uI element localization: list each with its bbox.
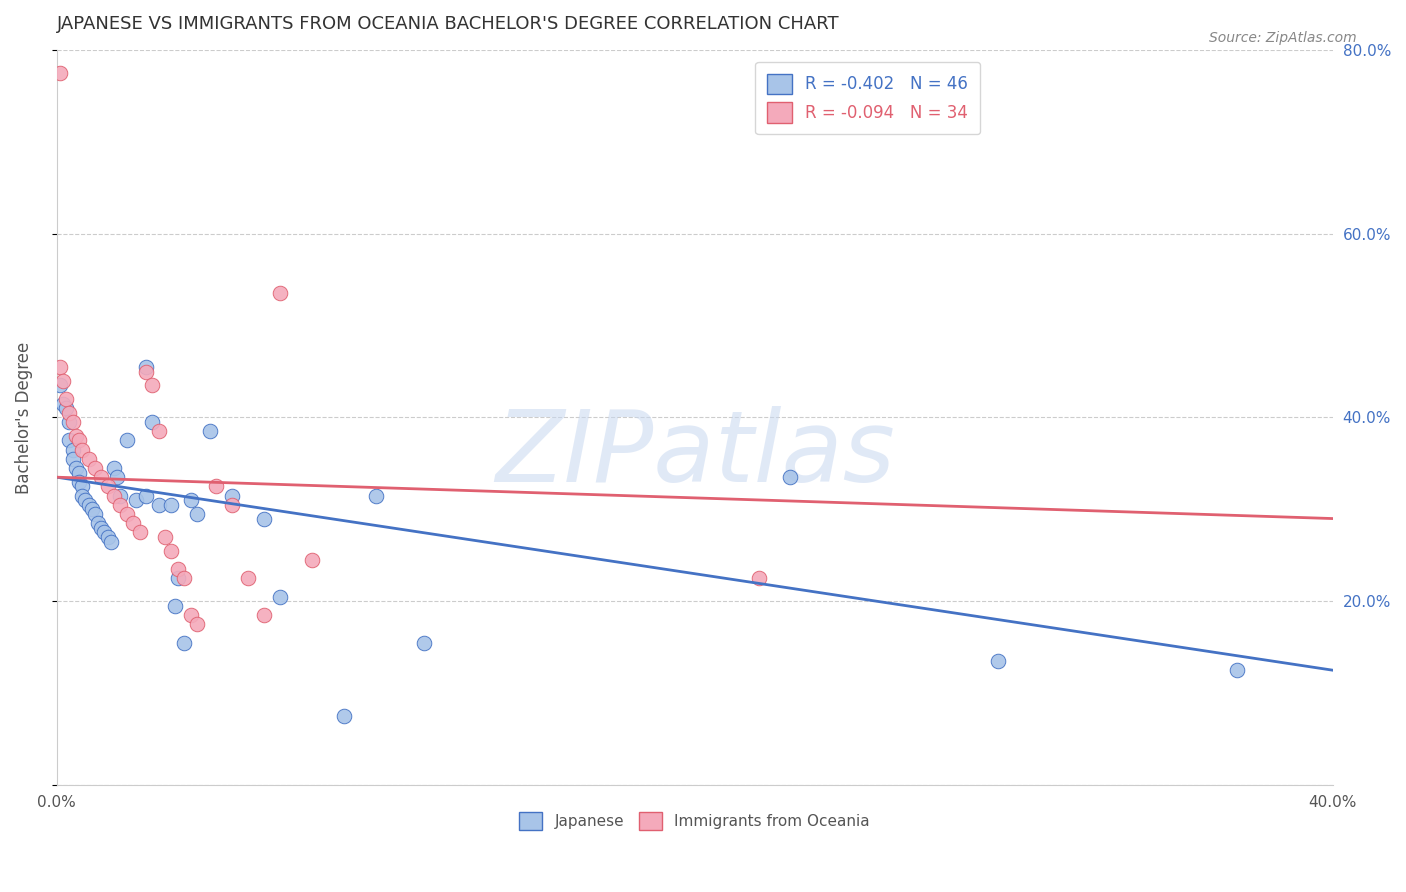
Point [70,479,93,493]
Point [198,424,221,438]
Point [49,66,72,80]
Point [100,534,122,549]
Point [364,489,387,503]
Point [103,489,125,503]
Point [77,451,100,466]
Point [62,442,84,457]
Point [205,479,228,493]
Text: ZIPatlas: ZIPatlas [495,406,894,503]
Point [75,493,97,508]
Point [166,571,188,585]
Point [779,470,801,484]
Point [163,599,186,613]
Point [55,392,77,406]
Point [62,415,84,429]
Point [173,635,195,649]
Point [332,709,354,723]
Point [52,397,75,411]
Y-axis label: Bachelor's Degree: Bachelor's Degree [15,342,32,493]
Point [253,608,276,623]
Point [83,507,105,521]
Point [236,571,259,585]
Point [153,530,176,544]
Point [221,498,243,512]
Point [173,571,195,585]
Point [83,461,105,475]
Legend: Japanese, Immigrants from Oceania: Japanese, Immigrants from Oceania [513,805,876,837]
Point [70,442,93,457]
Point [58,434,80,448]
Point [80,502,103,516]
Point [115,434,138,448]
Point [65,461,87,475]
Point [105,470,128,484]
Point [110,489,132,503]
Point [122,516,145,530]
Point [412,635,434,649]
Point [180,493,202,508]
Point [58,415,80,429]
Point [269,590,291,604]
Point [135,489,157,503]
Point [141,378,163,392]
Point [87,516,110,530]
Point [65,429,87,443]
Point [58,406,80,420]
Point [148,424,170,438]
Point [747,571,769,585]
Point [160,498,183,512]
Point [180,608,202,623]
Point [49,378,72,392]
Point [77,498,100,512]
Point [115,507,138,521]
Point [103,461,125,475]
Point [90,521,112,535]
Point [301,553,323,567]
Point [67,434,90,448]
Point [55,401,77,416]
Point [141,415,163,429]
Point [221,489,243,503]
Point [135,364,157,378]
Point [186,507,208,521]
Point [1226,663,1249,677]
Point [987,654,1010,668]
Point [49,359,72,374]
Point [97,530,120,544]
Point [110,498,132,512]
Point [90,470,112,484]
Point [160,543,183,558]
Point [269,286,291,301]
Text: JAPANESE VS IMMIGRANTS FROM OCEANIA BACHELOR'S DEGREE CORRELATION CHART: JAPANESE VS IMMIGRANTS FROM OCEANIA BACH… [56,15,839,33]
Text: Source: ZipAtlas.com: Source: ZipAtlas.com [1209,31,1357,45]
Point [135,359,157,374]
Point [67,475,90,489]
Point [148,498,170,512]
Point [128,525,150,540]
Point [125,493,148,508]
Point [93,525,115,540]
Point [67,466,90,480]
Point [166,562,188,576]
Point [186,617,208,632]
Point [70,489,93,503]
Point [52,374,75,388]
Point [62,451,84,466]
Point [253,511,276,525]
Point [97,479,120,493]
